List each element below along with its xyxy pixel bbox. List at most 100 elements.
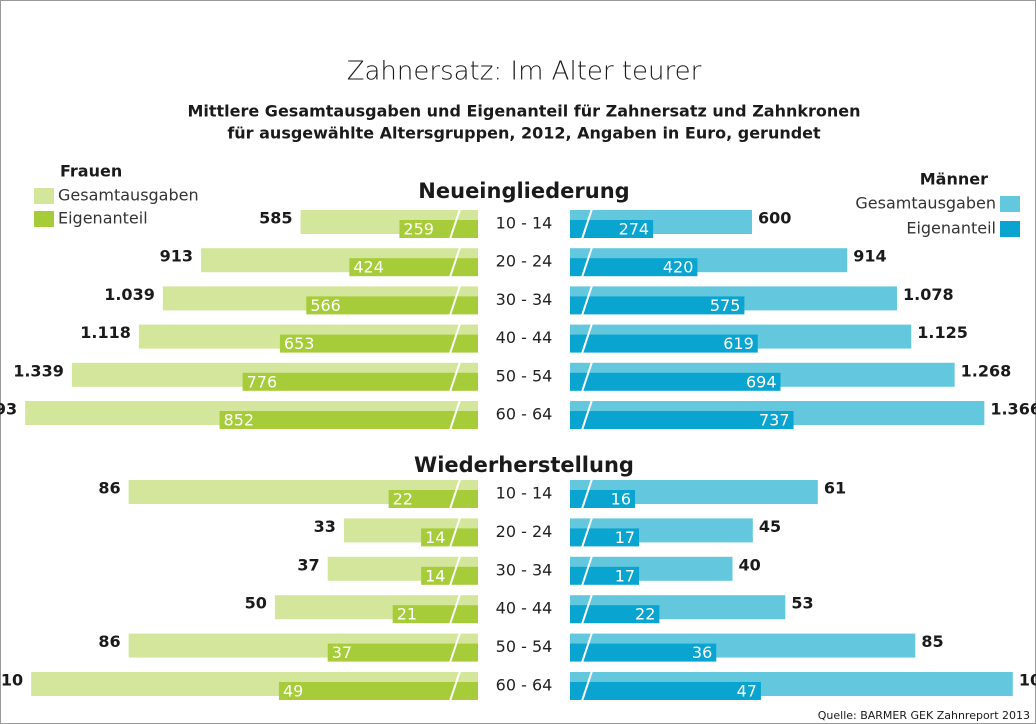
break-mark bbox=[581, 555, 593, 587]
break-mark bbox=[581, 399, 593, 431]
legend-label: Gesamtausgaben bbox=[855, 194, 996, 213]
value-label: 21 bbox=[397, 605, 417, 624]
break-mark bbox=[449, 285, 461, 316]
value-label: 1.125 bbox=[917, 323, 968, 342]
value-label: 1.339 bbox=[13, 361, 64, 380]
break-mark bbox=[581, 517, 593, 548]
value-label: 86 bbox=[98, 632, 120, 651]
break-mark bbox=[581, 478, 593, 510]
break-mark bbox=[581, 208, 593, 240]
category-label: 60 - 64 bbox=[496, 405, 553, 424]
value-label: 36 bbox=[692, 643, 712, 662]
share-bar bbox=[570, 258, 698, 277]
legend-swatch bbox=[34, 188, 54, 204]
legend-label: Gesamtausgaben bbox=[58, 186, 199, 205]
category-label: 50 - 54 bbox=[496, 637, 553, 656]
chart-title: Zahnersatz: Im Alter teurer bbox=[347, 57, 702, 87]
share-bar bbox=[570, 643, 717, 662]
value-label: 913 bbox=[160, 247, 193, 266]
category-label: 10 - 14 bbox=[496, 484, 553, 503]
value-label: 61 bbox=[824, 479, 846, 498]
legend-title: Frauen bbox=[60, 162, 122, 181]
break-mark bbox=[449, 208, 461, 240]
value-label: 600 bbox=[758, 209, 791, 228]
category-label: 50 - 54 bbox=[496, 366, 553, 385]
break-mark bbox=[449, 246, 461, 278]
category-label: 10 - 14 bbox=[496, 214, 553, 233]
value-label: 37 bbox=[297, 555, 319, 574]
share-bar bbox=[570, 372, 781, 391]
break-mark bbox=[581, 670, 593, 702]
share-bar bbox=[219, 411, 478, 429]
share-bar bbox=[327, 643, 478, 662]
share-bar bbox=[570, 605, 660, 624]
share-bar bbox=[349, 258, 478, 277]
value-label: 86 bbox=[98, 479, 120, 498]
value-label: 33 bbox=[314, 517, 336, 536]
value-label: 1.039 bbox=[104, 285, 155, 304]
break-mark bbox=[449, 593, 461, 625]
value-label: 14 bbox=[425, 566, 445, 585]
value-label: 852 bbox=[224, 411, 255, 430]
value-label: 1.078 bbox=[903, 285, 954, 304]
legend-swatch bbox=[34, 211, 54, 227]
break-mark bbox=[449, 478, 461, 510]
value-label: 85 bbox=[921, 632, 943, 651]
break-mark bbox=[581, 246, 593, 278]
category-label: 20 - 24 bbox=[496, 522, 553, 541]
panel-title: Wiederherstellung bbox=[414, 453, 634, 477]
break-mark bbox=[449, 670, 461, 702]
share-bar bbox=[421, 528, 478, 547]
share-bar bbox=[570, 296, 745, 315]
share-bar bbox=[278, 682, 478, 700]
legend-swatch bbox=[1000, 196, 1020, 212]
value-label: 40 bbox=[739, 555, 761, 574]
value-label: 575 bbox=[710, 296, 741, 315]
share-bar bbox=[421, 566, 478, 585]
break-mark bbox=[449, 632, 461, 663]
value-label: 653 bbox=[284, 334, 315, 353]
value-label: 49 bbox=[283, 682, 303, 701]
break-mark bbox=[581, 593, 593, 625]
source: Quelle: BARMER GEK Zahnreport 2013 bbox=[818, 709, 1030, 722]
value-label: 737 bbox=[759, 411, 790, 430]
value-label: 1.118 bbox=[80, 323, 131, 342]
value-label: 50 bbox=[245, 594, 267, 613]
category-label: 40 - 44 bbox=[496, 599, 553, 618]
legend-label: Eigenanteil bbox=[906, 219, 996, 238]
break-mark bbox=[449, 517, 461, 548]
break-mark bbox=[449, 555, 461, 587]
subtitle: für ausgewählte Altersgruppen, 2012, Ang… bbox=[227, 124, 821, 143]
share-bar bbox=[570, 411, 794, 429]
break-mark bbox=[581, 361, 593, 393]
share-bar bbox=[570, 334, 758, 353]
value-label: 47 bbox=[737, 682, 757, 701]
value-label: 619 bbox=[723, 334, 754, 353]
share-bar bbox=[570, 682, 761, 700]
value-label: 1.366 bbox=[990, 400, 1036, 419]
value-label: 14 bbox=[425, 528, 445, 547]
break-mark bbox=[581, 285, 593, 316]
value-label: 914 bbox=[853, 247, 886, 266]
share-bar bbox=[392, 605, 478, 624]
legend-title: Männer bbox=[920, 170, 988, 189]
value-label: 1.268 bbox=[961, 361, 1012, 380]
break-mark bbox=[581, 632, 593, 663]
share-bar bbox=[570, 220, 654, 238]
break-mark bbox=[449, 399, 461, 431]
value-label: 694 bbox=[746, 372, 777, 391]
value-label: 420 bbox=[663, 258, 694, 277]
category-label: 30 - 34 bbox=[496, 290, 553, 309]
category-label: 30 - 34 bbox=[496, 560, 553, 579]
share-bar bbox=[242, 372, 478, 391]
value-label: 45 bbox=[759, 517, 781, 536]
value-label: 17 bbox=[615, 528, 635, 547]
value-label: 274 bbox=[619, 220, 650, 239]
value-label: 424 bbox=[353, 258, 384, 277]
share-bar bbox=[279, 334, 478, 353]
share-bar bbox=[399, 220, 478, 238]
break-mark bbox=[581, 323, 593, 354]
subtitle: Mittlere Gesamtausgaben und Eigenanteil … bbox=[187, 102, 860, 121]
